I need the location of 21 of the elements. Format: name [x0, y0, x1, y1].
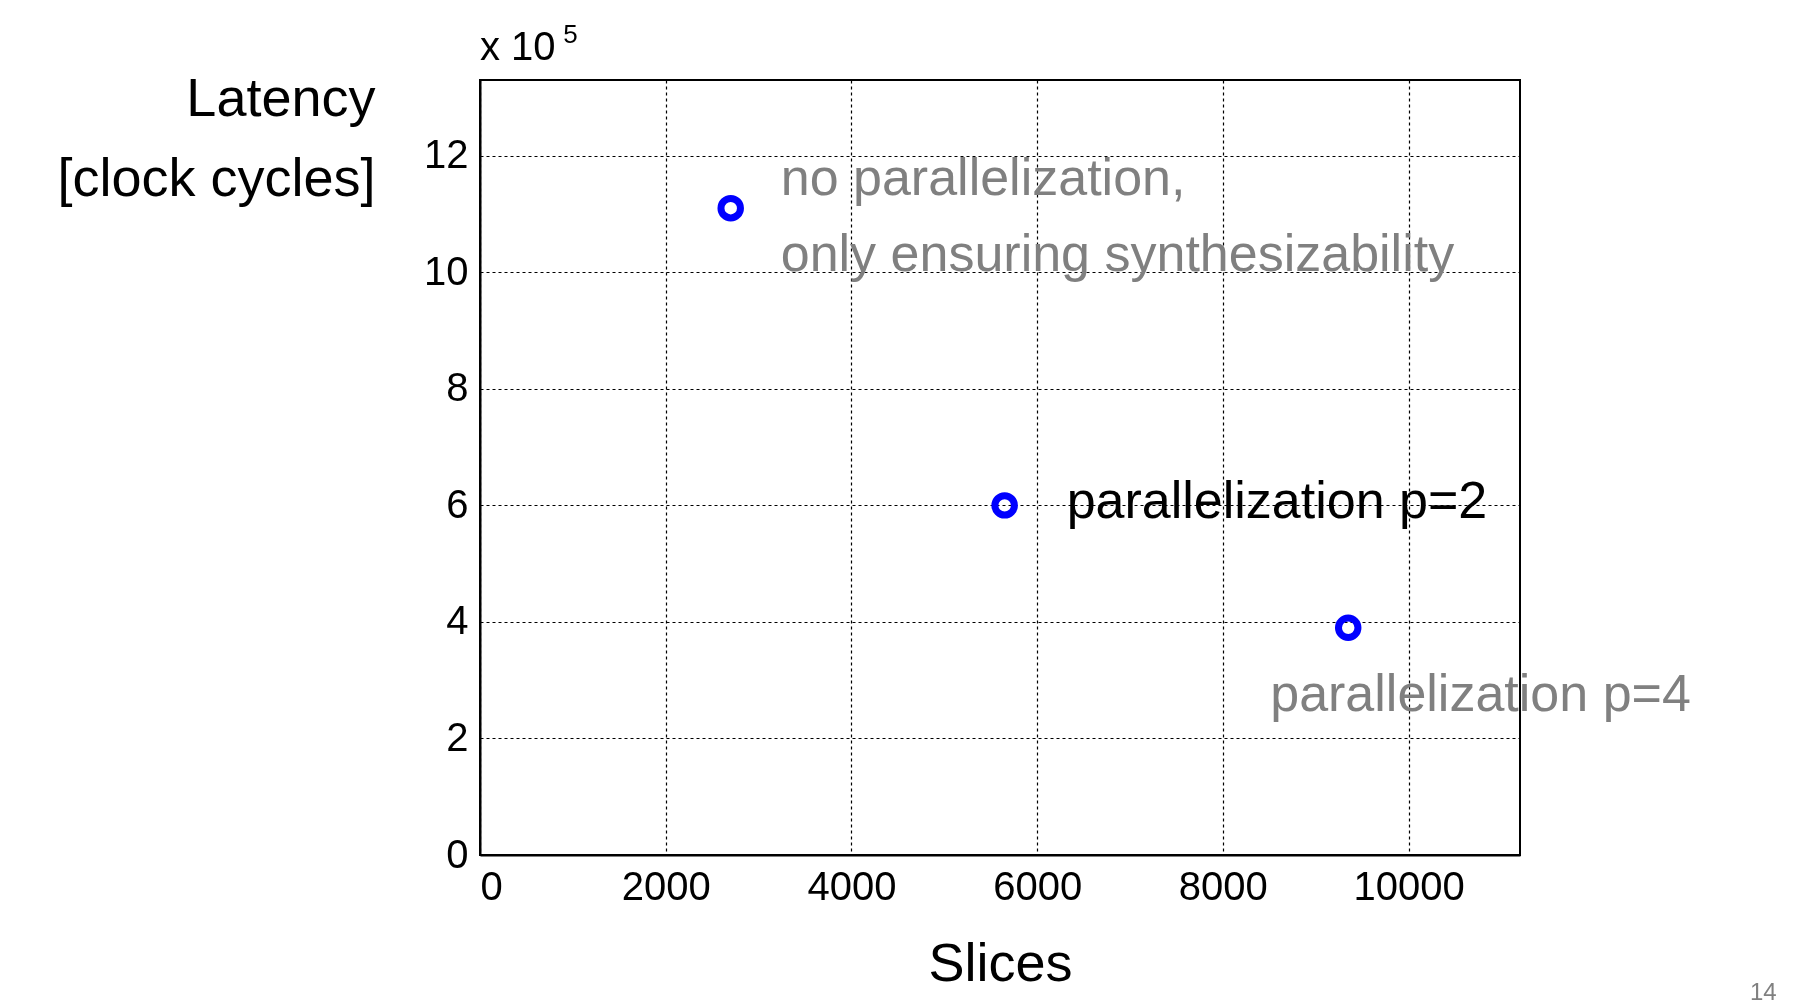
- point: [717, 194, 744, 222]
- x-tick-label: 6000: [993, 863, 1083, 908]
- point: [1334, 614, 1362, 641]
- annotation: no parallelization, only ensuring synthesizability: [780, 148, 1455, 283]
- y-tick-label: 0: [446, 831, 469, 876]
- x-tick-label: 0: [480, 863, 503, 908]
- y-tick-label: 8: [446, 365, 469, 410]
- x-tick-label: 4000: [807, 863, 897, 908]
- y-tick-label: 12: [424, 132, 469, 177]
- y-tick-label: 2: [446, 714, 469, 759]
- y-tick-label: 6: [446, 481, 469, 526]
- point: [991, 492, 1018, 519]
- annotation: parallelization p=2: [1066, 471, 1488, 530]
- x-tick-label: 8000: [1178, 863, 1268, 908]
- y-tick-label: 4: [446, 598, 469, 643]
- x-axis-title: Slices: [928, 931, 1073, 992]
- x-tick-label: 10000: [1353, 863, 1465, 908]
- y-tick-label: 10: [424, 248, 469, 293]
- x-tick-label: 2000: [621, 863, 711, 908]
- y-axis-title: Latency [clock cycles]: [57, 66, 376, 207]
- text: 14: [1750, 978, 1777, 1005]
